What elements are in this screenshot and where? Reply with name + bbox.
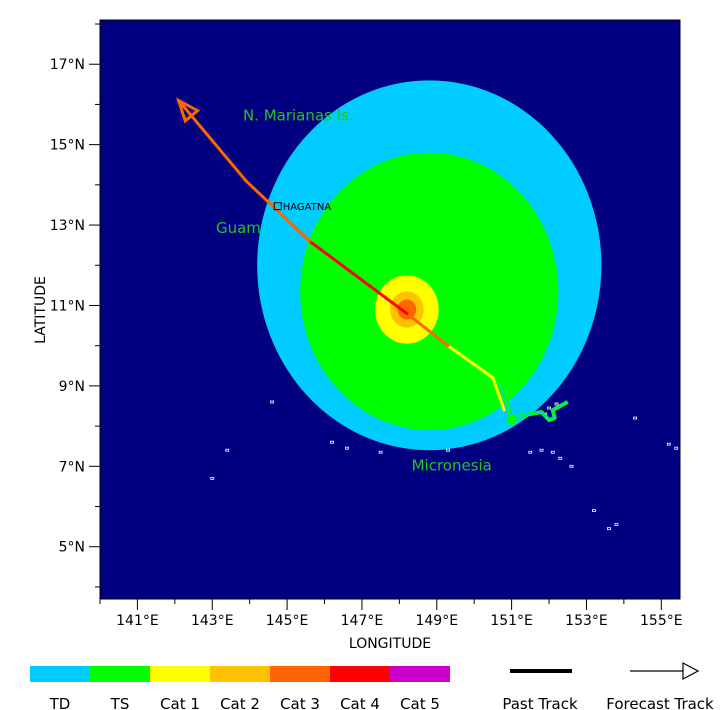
- legend-swatch-cat-1: [150, 666, 210, 682]
- geo-label-guam: Guam: [216, 219, 261, 237]
- city-marker-group: HAGATNA: [273, 202, 332, 213]
- storm-tracks: [175, 97, 569, 426]
- legend-swatch-td: [30, 666, 90, 682]
- track-legend: Past Track Forecast Track: [502, 662, 714, 710]
- x-axis-ticks: 141°E 143°E 145°E 147°E 149°E 151°E 153°E 155°E: [99, 599, 683, 629]
- y-tick-label: 5°N: [59, 540, 85, 556]
- past-track-legend-label: Past Track: [502, 695, 578, 710]
- city-marker: [273, 202, 282, 211]
- legend-swatch-cat-2: [210, 666, 270, 682]
- city-label: HAGATNA: [283, 202, 332, 213]
- category-legend: TD TS Cat 1 Cat 2 Cat 3 Cat 4 Cat 5: [30, 666, 450, 710]
- y-tick-label: 9°N: [59, 379, 85, 395]
- y-tick-label: 17°N: [50, 57, 85, 73]
- island: [592, 509, 596, 512]
- island: [345, 446, 349, 450]
- past-track-line-core: [499, 385, 569, 421]
- forecast-track-segment: [177, 98, 248, 183]
- forecast-track-segment: [405, 312, 450, 348]
- island: [528, 450, 533, 454]
- legend-swatch-ts: [90, 666, 150, 682]
- island: [614, 523, 619, 527]
- forecast-track-arrowhead: [175, 97, 201, 124]
- island: [547, 406, 551, 410]
- island: [330, 440, 334, 444]
- legend-swatch-cat-5: [390, 666, 450, 682]
- forecast-track-segment: [491, 376, 506, 412]
- legend-label: Cat 4: [340, 695, 380, 710]
- legend-label: Cat 1: [160, 695, 200, 710]
- island: [378, 450, 383, 454]
- island-outlines: [210, 400, 679, 531]
- legend-swatch-cat-4: [330, 666, 390, 682]
- island: [210, 476, 215, 480]
- x-axis-label: LONGITUDE: [349, 636, 431, 652]
- map-frame: [99, 19, 681, 600]
- wind-field-areas: [257, 80, 602, 451]
- island: [674, 446, 679, 450]
- island: [666, 442, 671, 446]
- y-tick-label: 13°N: [50, 218, 85, 234]
- forecast-track-segment: [308, 239, 409, 316]
- y-axis-label: LATITUDE: [33, 276, 49, 344]
- geo-label-n-marianas-is-: N. Marianas Is.: [243, 107, 354, 125]
- region-labels: N. Marianas Is. Guam Micronesia: [216, 107, 492, 475]
- y-tick-label: 7°N: [59, 459, 85, 475]
- legend-label: TS: [110, 695, 130, 710]
- x-tick-label: 145°E: [266, 613, 309, 629]
- island: [558, 456, 563, 460]
- island: [550, 450, 555, 454]
- x-tick-label: 149°E: [415, 613, 458, 629]
- forecast-track-legend-arrowhead: [682, 662, 700, 680]
- island: [633, 416, 637, 420]
- legend-label: TD: [49, 695, 71, 710]
- y-axis-ticks: 17°N 15°N 13°N 11°N 9°N 7°N 5°N: [50, 23, 100, 588]
- past-track-start-dot: [506, 415, 517, 426]
- island: [554, 402, 559, 406]
- x-tick-label: 141°E: [116, 613, 159, 629]
- legend-label: Cat 5: [400, 695, 440, 710]
- legend-swatch-cat-3: [270, 666, 330, 682]
- island: [225, 448, 230, 452]
- geo-label-micronesia: Micronesia: [412, 456, 492, 474]
- legend-label: Cat 2: [220, 695, 260, 710]
- island: [607, 527, 611, 531]
- island: [270, 400, 275, 404]
- forecast-track-legend-label: Forecast Track: [606, 695, 714, 710]
- forecast-track-segment: [244, 179, 312, 243]
- x-tick-label: 147°E: [341, 613, 384, 629]
- island: [539, 448, 544, 452]
- x-tick-label: 155°E: [640, 613, 683, 629]
- x-tick-label: 151°E: [490, 613, 533, 629]
- y-tick-label: 11°N: [50, 298, 85, 314]
- x-tick-label: 143°E: [191, 613, 234, 629]
- wind-field-cat-3: [397, 299, 417, 320]
- x-tick-label: 153°E: [565, 613, 608, 629]
- island: [569, 464, 574, 468]
- y-tick-label: 15°N: [50, 138, 85, 154]
- island: [446, 448, 450, 452]
- legend-label: Cat 3: [280, 695, 320, 710]
- forecast-track-segment: [446, 344, 495, 380]
